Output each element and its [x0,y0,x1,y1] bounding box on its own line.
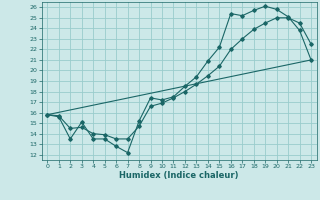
X-axis label: Humidex (Indice chaleur): Humidex (Indice chaleur) [119,171,239,180]
